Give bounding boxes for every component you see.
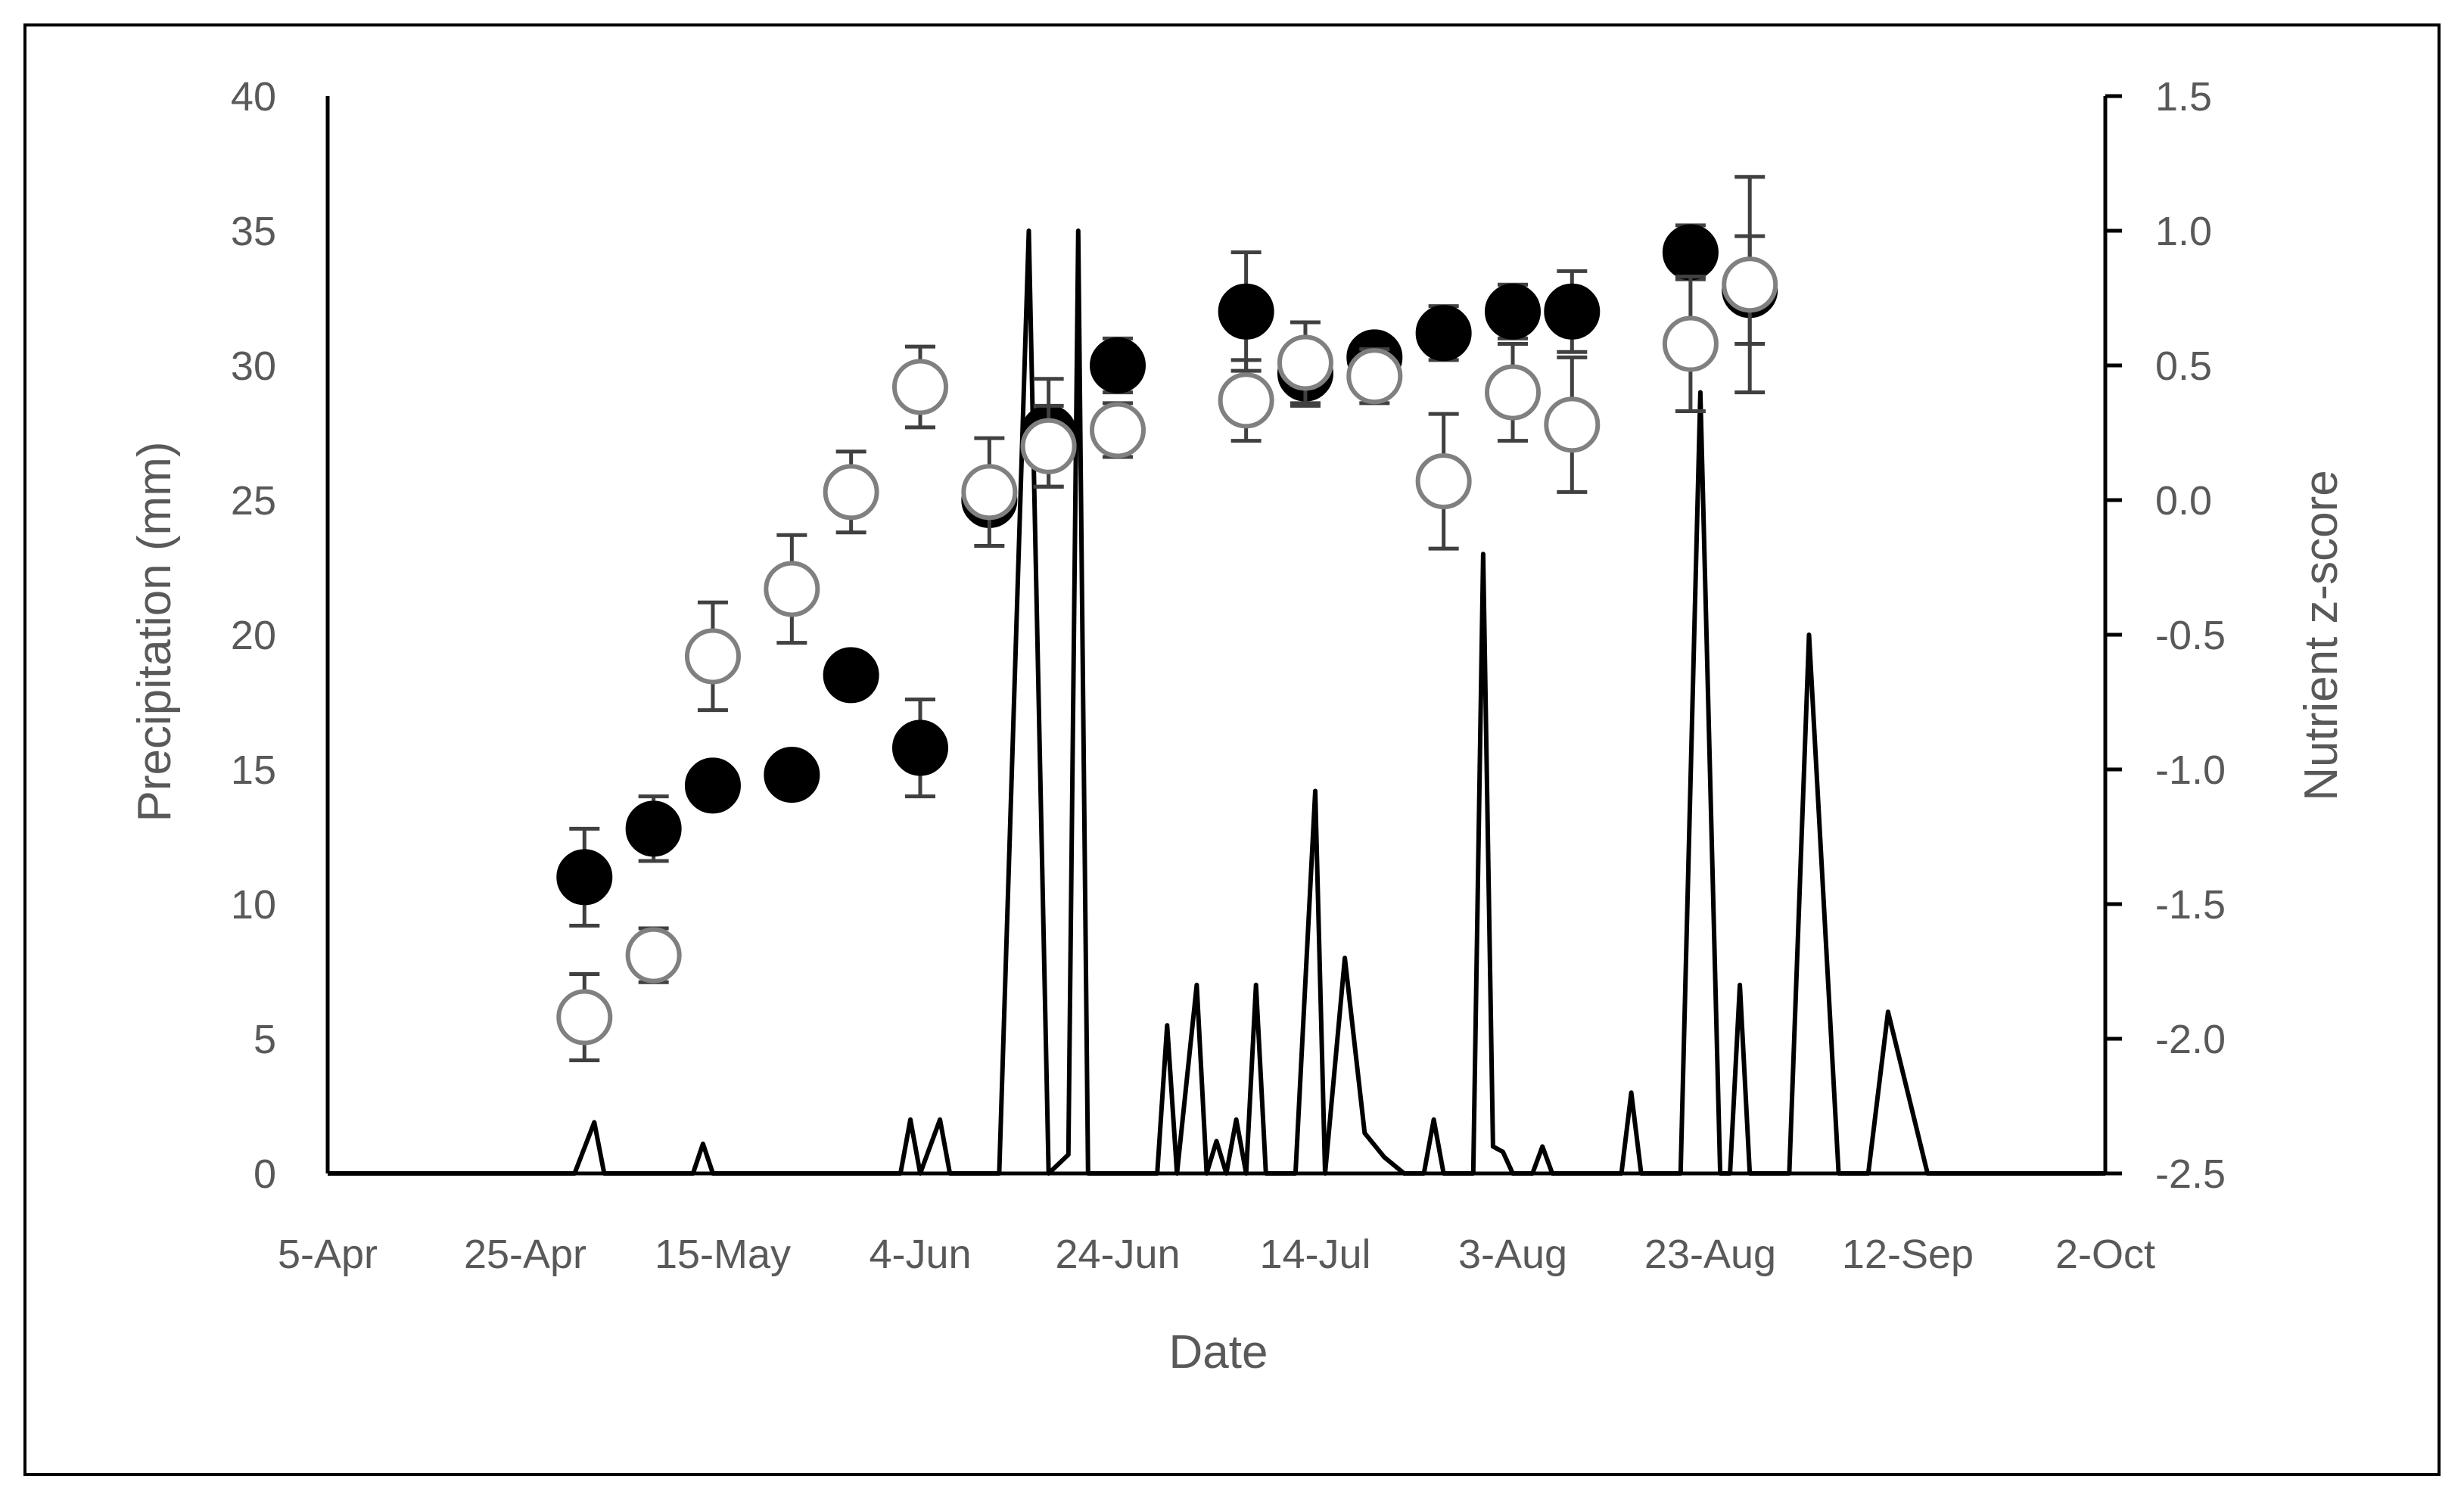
open-marker	[1346, 348, 1403, 405]
y-right-tick-label: -2.0	[2155, 1017, 2226, 1062]
open-marker-group	[1722, 175, 1778, 395]
open-marker	[961, 464, 1018, 521]
open-marker	[1544, 396, 1601, 453]
x-tick-label: 4-Jun	[869, 1232, 971, 1277]
open-marker-group	[1090, 401, 1146, 459]
filled-marker	[1662, 224, 1719, 281]
open-marker-group	[1020, 403, 1077, 489]
filled-marker	[556, 849, 613, 906]
open-marker	[1020, 418, 1077, 474]
x-tick-label: 2-Oct	[2055, 1232, 2155, 1277]
y-left-tick-label: 15	[231, 747, 276, 793]
filled-marker-group	[892, 697, 948, 799]
x-tick-label: 14-Jul	[1259, 1232, 1370, 1277]
y-axis-left-title: Precipitation (mm)	[129, 442, 181, 822]
y-right-tick-label: 1.0	[2155, 209, 2212, 254]
open-marker	[892, 359, 948, 415]
x-tick-label: 25-Apr	[464, 1232, 586, 1277]
y-right-tick-label: -1.5	[2155, 882, 2226, 928]
open-marker-group	[1346, 347, 1403, 406]
x-tick-label: 3-Aug	[1458, 1232, 1567, 1277]
open-marker-group	[1218, 358, 1274, 443]
open-marker	[684, 628, 741, 685]
open-marker	[1277, 334, 1333, 391]
y-right-tick-label: 0.0	[2155, 478, 2212, 524]
open-marker	[1090, 402, 1146, 458]
open-marker	[1415, 453, 1472, 510]
open-marker-group	[892, 344, 948, 430]
open-marker-group	[556, 972, 613, 1062]
y-right-tick-label: 0.5	[2155, 343, 2212, 389]
tick-labels: 0 5 10 15 20 25 30 35 40 -2.5 -2.0 -1.5 -1.0 -0.5 0.0 0…	[231, 74, 2226, 1277]
open-marker	[764, 561, 820, 617]
x-axis-title: Date	[1169, 1326, 1268, 1378]
y-left-tick-label: 25	[231, 478, 276, 524]
x-tick-label: 23-Aug	[1644, 1232, 1776, 1277]
x-tick-label: 15-May	[655, 1232, 791, 1277]
filled-marker	[684, 757, 741, 814]
y-left-tick-label: 35	[231, 209, 276, 254]
filled-marker	[1415, 305, 1472, 362]
y-left-tick-label: 0	[254, 1151, 276, 1197]
y-left-tick-label: 10	[231, 882, 276, 928]
filled-marker	[625, 800, 682, 857]
open-marker-group	[684, 600, 741, 713]
filled-marker-group	[1485, 282, 1541, 340]
filled-marker-group	[1415, 304, 1472, 362]
filled-marker-group	[1090, 336, 1146, 395]
filled-marker	[892, 719, 948, 776]
filled-marker-group	[823, 647, 879, 704]
filled-marker	[764, 747, 820, 803]
filled-marker-group	[556, 826, 613, 928]
y-left-tick-label: 20	[231, 613, 276, 658]
open-marker-group	[823, 449, 879, 535]
y-left-tick-label: 5	[254, 1017, 276, 1062]
filled-marker	[823, 647, 879, 704]
filled-marker	[1544, 283, 1601, 340]
open-marker	[1485, 364, 1541, 421]
precipitation-line	[328, 228, 2105, 1176]
open-marker-group	[1662, 275, 1719, 414]
open-marker	[1722, 256, 1778, 313]
filled-marker-group	[764, 747, 820, 803]
open-marker-group	[625, 926, 682, 984]
open-marker-group	[1277, 320, 1333, 406]
filled-marker	[1090, 337, 1146, 393]
y-right-tick-label: 1.5	[2155, 74, 2212, 120]
chart-frame	[23, 23, 2441, 1476]
filled-marker	[1218, 283, 1274, 340]
open-marker	[556, 989, 613, 1046]
filled-marker-group	[1544, 269, 1601, 354]
filled-marker-group	[1662, 223, 1719, 281]
open-marker	[1662, 315, 1719, 372]
open-marker	[823, 464, 879, 521]
open-marker-group	[764, 533, 820, 645]
open-marker-group	[961, 436, 1018, 549]
x-tick-label: 24-Jun	[1055, 1232, 1180, 1277]
y-axis-right-title: Nutrient z-score	[2295, 470, 2347, 801]
precipitation-series	[328, 228, 2105, 1176]
filled-marker-group	[625, 794, 682, 863]
filled-marker	[1485, 283, 1541, 340]
open-marker-group	[1485, 342, 1541, 443]
y-right-tick-label: -2.5	[2155, 1151, 2226, 1197]
y-left-tick-label: 30	[231, 343, 276, 389]
y-right-tick-label: -0.5	[2155, 613, 2226, 658]
nutrient-series	[556, 175, 1778, 1062]
open-marker-group	[1544, 355, 1601, 494]
open-marker-group	[1415, 412, 1472, 551]
y-right-tick-label: -1.0	[2155, 747, 2226, 793]
x-tick-label: 12-Sep	[1842, 1232, 1974, 1277]
y-left-tick-label: 40	[231, 74, 276, 120]
filled-marker-group	[684, 757, 741, 814]
filled-marker-group	[1218, 250, 1274, 373]
open-marker	[1218, 372, 1274, 429]
open-marker	[625, 927, 682, 984]
x-tick-label: 5-Apr	[278, 1232, 378, 1277]
